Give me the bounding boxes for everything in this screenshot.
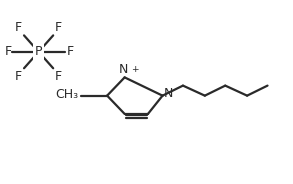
Text: N: N — [163, 87, 173, 100]
Text: N: N — [119, 63, 128, 77]
Text: F: F — [66, 45, 74, 58]
Text: +: + — [131, 65, 139, 74]
Text: F: F — [5, 45, 12, 58]
Text: F: F — [54, 21, 62, 34]
Text: F: F — [15, 21, 22, 34]
Text: CH₃: CH₃ — [56, 88, 79, 101]
Text: F: F — [15, 70, 22, 83]
Text: P: P — [35, 45, 42, 58]
Text: F: F — [54, 70, 62, 83]
